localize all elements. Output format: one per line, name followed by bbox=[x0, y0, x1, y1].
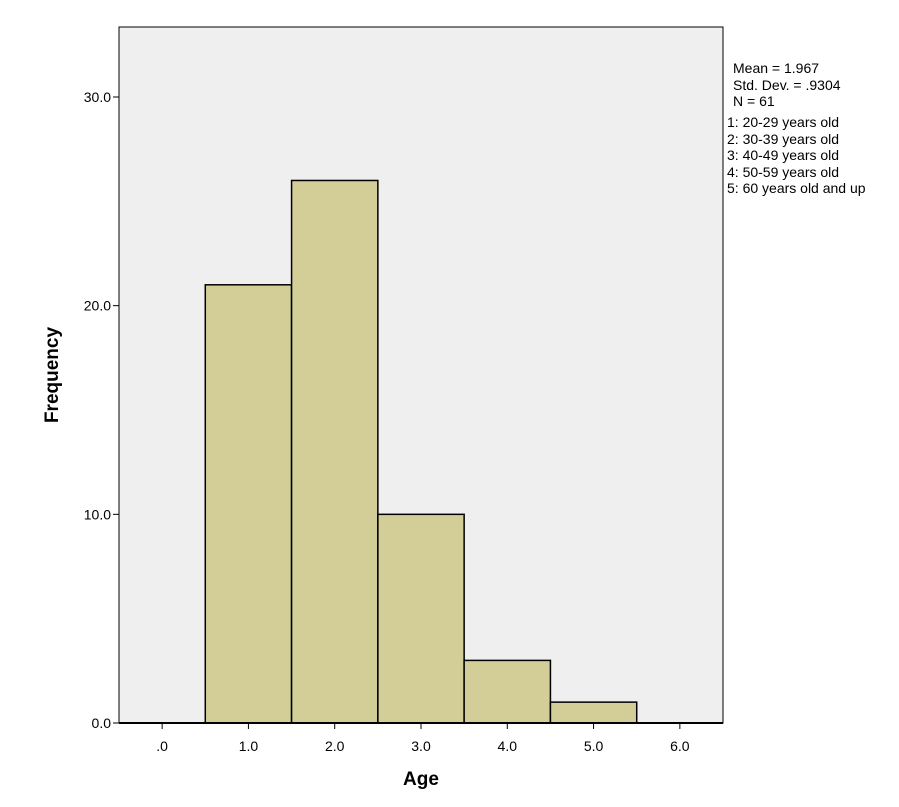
y-tick-label: 20.0 bbox=[84, 298, 111, 314]
y-tick-label: 30.0 bbox=[84, 89, 111, 105]
y-tick-label: 0.0 bbox=[92, 715, 112, 731]
age-group-legend: 1: 20-29 years old 2: 30-39 years old 3:… bbox=[727, 114, 866, 197]
x-axis-title: Age bbox=[403, 769, 439, 790]
x-tick-label: 4.0 bbox=[498, 738, 518, 754]
x-axis-ticks: .0 1.0 2.0 3.0 4.0 5.0 6.0 bbox=[156, 723, 690, 754]
x-tick-label: 2.0 bbox=[325, 738, 345, 754]
x-tick-label: 6.0 bbox=[670, 738, 690, 754]
legend-item: 1: 20-29 years old bbox=[727, 114, 840, 130]
x-tick-label: 1.0 bbox=[239, 738, 259, 754]
legend-item: 4: 50-59 years old bbox=[727, 163, 840, 180]
y-axis-title: Frequency bbox=[42, 327, 63, 424]
y-axis-ticks: 0.0 10.0 20.0 30.0 bbox=[84, 89, 119, 731]
mean-stat: Mean = 1.967 bbox=[733, 60, 820, 76]
legend-item: 3: 40-49 years old bbox=[727, 147, 840, 163]
x-tick-label: 3.0 bbox=[411, 738, 431, 754]
std-dev-stat: Std. Dev. = .9304 bbox=[733, 76, 841, 93]
bar-2 bbox=[290, 179, 379, 724]
legend-item: 5: 60 years old and up bbox=[727, 180, 866, 196]
x-tick-label: 5.0 bbox=[584, 738, 604, 754]
n-stat: N = 61 bbox=[733, 93, 775, 109]
x-tick-label: .0 bbox=[156, 738, 168, 754]
bar-1 bbox=[204, 284, 293, 724]
legend-item: 2: 30-39 years old bbox=[727, 130, 840, 147]
y-tick-label: 10.0 bbox=[84, 506, 111, 522]
bars-group bbox=[119, 179, 723, 724]
bar-3 bbox=[377, 513, 465, 724]
statistics-box: Mean = 1.967 Std. Dev. = .9304 N = 61 bbox=[733, 60, 841, 110]
bar-5 bbox=[549, 701, 638, 724]
bar-4 bbox=[463, 659, 552, 724]
